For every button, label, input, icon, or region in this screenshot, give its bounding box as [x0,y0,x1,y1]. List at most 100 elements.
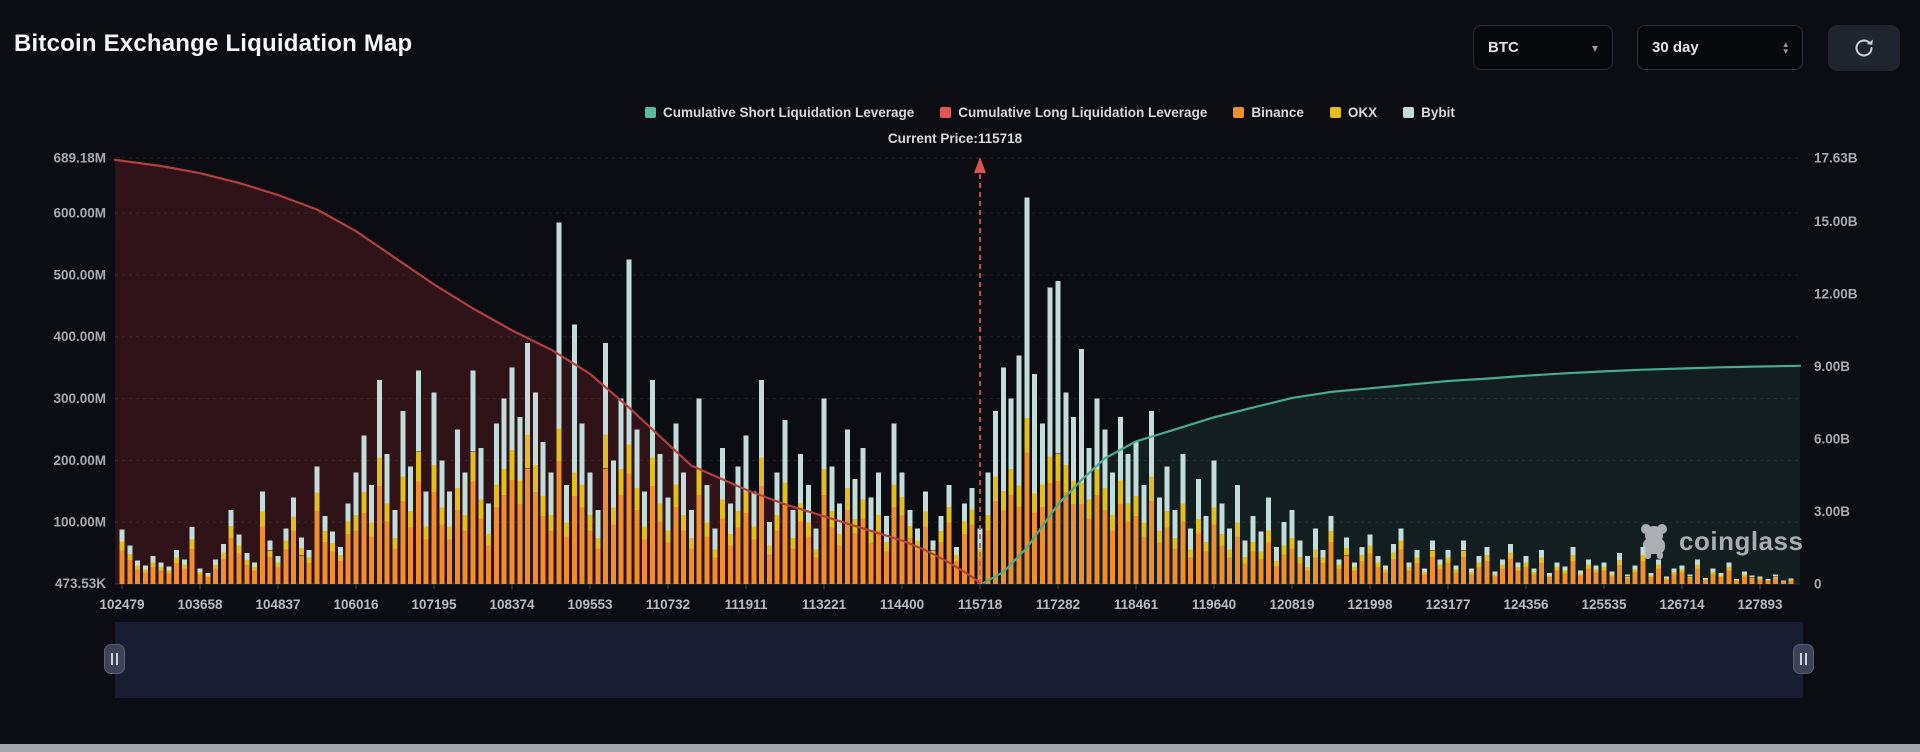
period-select[interactable]: 30 day ▴ ▾ [1637,25,1803,70]
bar-binance [220,559,226,584]
bar-okx [1663,578,1669,580]
bar-okx [1585,564,1591,569]
bar-okx [1344,547,1350,556]
bar-bybit [291,497,297,517]
bar-okx [642,526,648,540]
bar-binance [1609,576,1615,584]
bar-binance [1515,570,1521,584]
bar-okx [837,534,843,546]
bar-okx [876,515,882,531]
bar-okx [431,465,437,492]
bar-okx [1032,493,1038,513]
legend-item-cumulative-long[interactable]: Cumulative Long Liquidation Leverage [940,105,1207,120]
legend-item-bybit[interactable]: Bybit [1403,105,1455,120]
bar-bybit [1414,550,1420,558]
bar-okx [1305,566,1311,571]
bar-binance [720,518,726,584]
bar-okx [205,575,211,578]
bar-okx [1039,484,1045,507]
bar-binance [439,524,445,584]
bar-okx [158,567,164,571]
bar-okx [1695,564,1701,569]
bar-binance [712,557,718,584]
bar-bybit [1484,546,1490,556]
legend-item-okx[interactable]: OKX [1329,105,1377,120]
bar-bybit [1078,349,1084,483]
bar-okx [1149,476,1155,501]
bar-okx [1133,495,1139,516]
bar-binance [1375,566,1381,584]
bar-okx [1679,569,1685,573]
bar-binance [127,560,133,584]
legend-label: Cumulative Short Liquidation Leverage [663,105,915,120]
bar-okx [735,511,741,528]
bar-binance [142,572,148,584]
bar-binance [1258,558,1264,584]
bar-okx [189,539,195,549]
bar-okx [1593,569,1599,573]
legend-item-binance[interactable]: Binance [1233,105,1304,120]
bar-binance [657,521,663,584]
bar-bybit [423,491,429,527]
bar-okx [579,484,585,507]
bar-binance [1437,568,1443,584]
bar-bybit [252,562,258,568]
bar-okx [1117,480,1123,504]
left-axis-label: 300.00M [53,391,106,406]
bar-okx [954,555,960,561]
bar-okx [525,434,531,469]
bar-okx [743,492,749,513]
bar-bybit [946,485,952,507]
bar-binance [1078,504,1084,584]
symbol-select[interactable]: BTC ▾ [1473,25,1613,70]
bar-binance [1734,580,1740,584]
bar-binance [1617,564,1623,584]
bar-binance [829,527,835,584]
bar-bybit [1445,550,1451,558]
bar-binance [298,555,304,584]
bar-bybit [720,448,726,500]
bar-bybit [1648,572,1654,576]
bar-okx [1250,541,1256,552]
bar-bybit [610,460,616,508]
bar-okx [1055,453,1061,482]
bar-bybit [1320,550,1326,558]
liquidation-bars[interactable] [119,197,1794,584]
bar-bybit [1718,572,1724,576]
bottom-scrollbar[interactable] [0,744,1920,752]
bar-okx [1336,564,1342,569]
bar-binance [1156,542,1162,584]
bar-bybit [1016,355,1022,486]
legend-item-cumulative-short[interactable]: Cumulative Short Liquidation Leverage [645,105,914,120]
bar-okx [548,515,554,531]
zoom-brush-track[interactable] [104,622,1814,698]
bar-okx [688,538,694,549]
bar-bybit [1258,531,1264,552]
refresh-button[interactable] [1828,25,1900,71]
bar-binance [1531,574,1537,584]
brush-handle-left[interactable] [104,644,125,674]
bar-okx [1523,562,1529,567]
bar-binance [821,495,827,584]
bar-okx [1008,469,1014,495]
bar-binance [337,561,343,584]
right-axis-label: 12.00B [1814,287,1858,302]
bar-okx [1219,534,1225,546]
bar-bybit [1523,556,1529,563]
bar-binance [634,509,640,584]
bar-bybit [1071,417,1077,481]
bar-binance [844,509,850,584]
bar-okx [1734,580,1740,581]
bar-okx [1562,570,1568,574]
bar-okx [330,543,336,552]
left-axis-label: 473.53K [55,576,106,591]
bar-bybit [228,509,234,527]
bar-bybit [135,560,141,566]
bar-bybit [1663,576,1669,579]
bar-okx [1195,518,1201,534]
bar-okx [337,555,343,561]
bar-binance [509,480,515,584]
bar-binance [696,495,702,584]
brush-handle-right[interactable] [1793,644,1814,674]
